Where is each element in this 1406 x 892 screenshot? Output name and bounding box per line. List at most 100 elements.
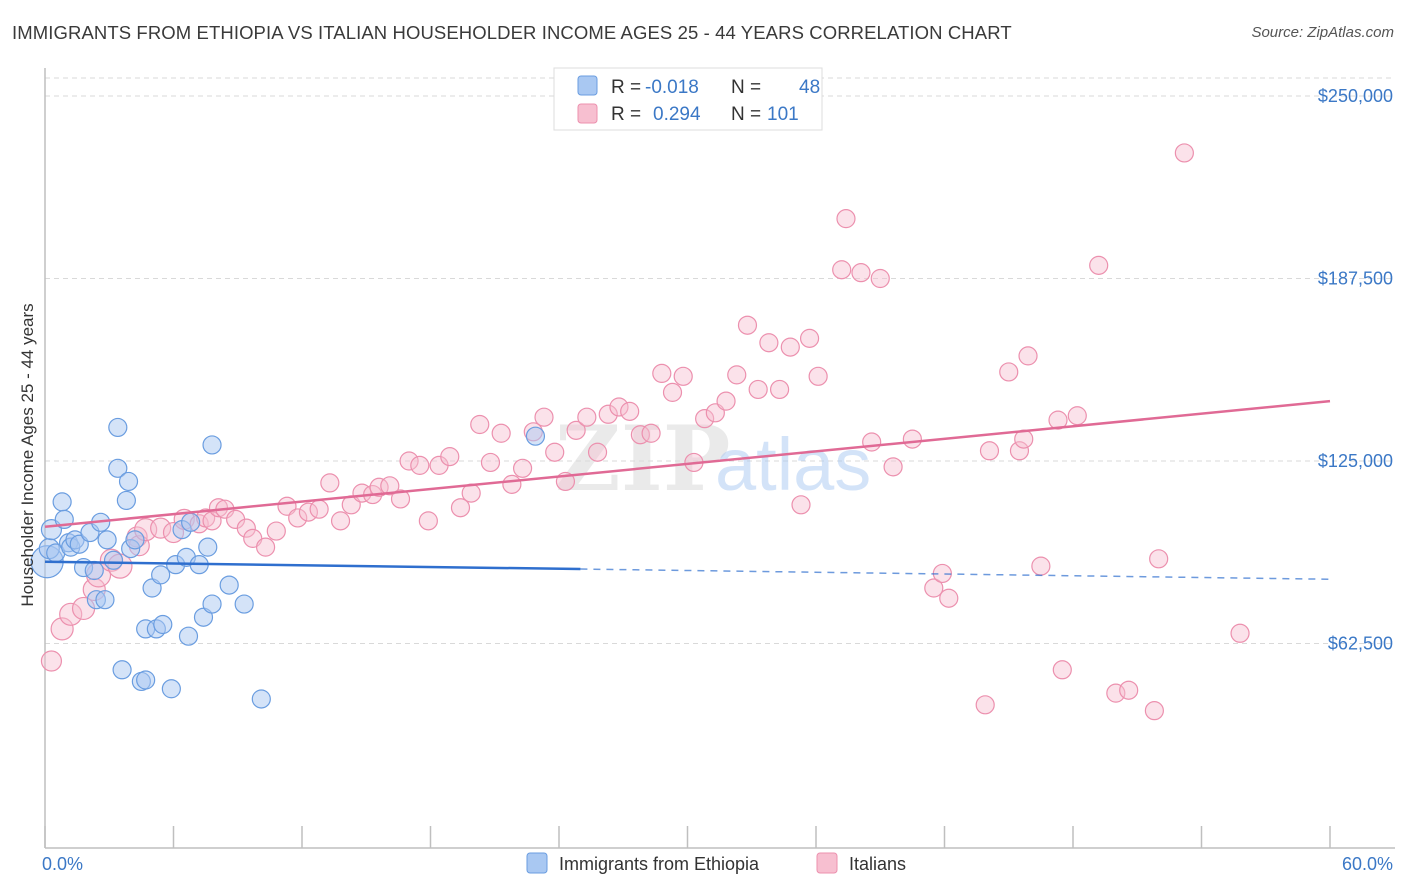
legend-n-value-ethiopia: 48	[799, 77, 820, 98]
italians-point-38	[418, 511, 438, 531]
italians-point-60	[652, 363, 672, 383]
legend-n-label-ethiopia: N =	[731, 77, 761, 98]
italians-point-71	[769, 379, 790, 400]
ethiopia-point-17	[103, 550, 124, 570]
ethiopia-point-21	[116, 490, 136, 511]
legend-box	[553, 67, 823, 131]
legend-r-label-italians: R =	[611, 104, 641, 125]
italians-point-99	[1144, 701, 1164, 721]
italians-point-1	[50, 617, 74, 641]
italians-point-57	[620, 401, 640, 421]
italians-point-40	[440, 447, 460, 467]
italians-point-68	[737, 315, 758, 335]
bottom-legend-label-ethiopia: Immigrants from Ethiopia	[559, 854, 760, 874]
italians-point-88	[999, 362, 1019, 382]
y-axis-title: Householder Income Ages 25 - 44 years	[18, 303, 37, 606]
italians-points	[40, 143, 1250, 721]
italians-point-22	[255, 537, 276, 557]
ethiopia-point-19	[108, 417, 128, 438]
italians-point-46	[502, 474, 522, 494]
italians-point-64	[695, 409, 715, 429]
italians-point-82	[902, 429, 922, 449]
y-tick-label-3: $250,000	[1318, 86, 1393, 106]
legend: R = -0.018 N = 48 R = 0.294 N = 101	[553, 67, 823, 131]
italians-point-86	[979, 441, 1000, 461]
italians-point-35	[390, 489, 411, 509]
italians-point-101	[1174, 143, 1194, 163]
watermark-zip: ZIP	[555, 406, 730, 512]
italians-point-36	[399, 451, 419, 471]
italians-point-54	[587, 442, 608, 462]
ethiopia-point-18	[108, 458, 128, 478]
watermark-atlas: atlas	[715, 423, 871, 506]
ethiopia-point-37	[181, 512, 201, 532]
italians-point-41	[450, 498, 471, 518]
legend-r-label-ethiopia: R =	[611, 77, 641, 98]
x-tick-label-1: 60.0%	[1342, 854, 1393, 874]
italians-point-92	[1031, 556, 1051, 576]
x-tick-label-0: 0.0%	[42, 854, 83, 874]
ethiopia-point-40	[198, 537, 218, 557]
ethiopia-point-26	[136, 670, 156, 690]
ethiopia-point-30	[151, 565, 171, 585]
ethiopia-point-45	[251, 689, 271, 709]
ethiopia-point-46	[525, 426, 546, 446]
italians-point-62	[673, 366, 693, 386]
chart-title: IMMIGRANTS FROM ETHIOPIA VS ITALIAN HOUS…	[12, 22, 1012, 43]
italians-point-93	[1048, 410, 1068, 430]
italians-point-76	[832, 260, 852, 280]
y-tick-label-1: $125,000	[1318, 451, 1393, 471]
bottom-legend: Immigrants from Ethiopia Italians	[526, 852, 906, 874]
grid-lines	[45, 77, 1395, 644]
ethiopia-point-36	[178, 626, 199, 646]
italians-point-78	[851, 263, 871, 283]
italians-point-100	[1149, 549, 1169, 569]
italians-point-61	[662, 382, 683, 402]
italians-point-23	[266, 521, 286, 541]
x-tick-labels: 0.0% 60.0%	[42, 854, 1393, 874]
italians-point-59	[641, 423, 661, 443]
italians-point-83	[924, 578, 944, 598]
italians-point-27	[309, 499, 329, 519]
italians-point-55	[598, 404, 618, 424]
italians-trend-line	[44, 399, 1331, 528]
axes	[44, 68, 1395, 849]
italians-point-52	[566, 420, 586, 440]
legend-r-value-ethiopia: -0.018	[645, 77, 699, 98]
italians-point-85	[939, 588, 959, 608]
italians-point-94	[1052, 660, 1072, 680]
italians-point-96	[1089, 255, 1109, 275]
ethiopia-point-41	[202, 594, 222, 614]
italians-point-28	[320, 473, 340, 493]
ethiopia-point-20	[112, 660, 132, 680]
italians-point-26	[298, 502, 319, 522]
ethiopia-point-16	[97, 530, 117, 550]
italians-point-47	[512, 458, 533, 478]
italians-point-53	[577, 407, 597, 427]
italians-point-20	[236, 518, 256, 538]
italians-point-29	[330, 511, 351, 531]
italians-point-70	[759, 333, 779, 353]
legend-r-value-italians: 0.294	[653, 104, 701, 125]
italians-point-0	[40, 650, 63, 672]
ethiopia-point-31	[153, 614, 173, 635]
bottom-legend-swatch-ethiopia	[526, 852, 548, 874]
italians-point-73	[791, 495, 811, 515]
italians-point-45	[491, 423, 511, 443]
italians-point-67	[727, 365, 747, 385]
italians-point-49	[534, 407, 554, 427]
italians-point-74	[799, 328, 820, 348]
italians-point-98	[1119, 680, 1139, 700]
ethiopia-trend-line	[44, 560, 581, 571]
ethiopia-points	[30, 417, 546, 709]
ethiopia-point-14	[95, 590, 115, 610]
ethiopia-point-32	[161, 679, 181, 699]
legend-n-label-italians: N =	[731, 104, 761, 125]
italians-point-43	[470, 414, 490, 435]
ethiopia-trend-line-projected	[580, 568, 1331, 581]
ethiopia-point-42	[202, 435, 222, 455]
italians-point-66	[716, 391, 736, 411]
italians-point-75	[808, 366, 828, 386]
y-tick-label-2: $187,500	[1318, 269, 1393, 289]
italians-point-56	[609, 397, 629, 417]
